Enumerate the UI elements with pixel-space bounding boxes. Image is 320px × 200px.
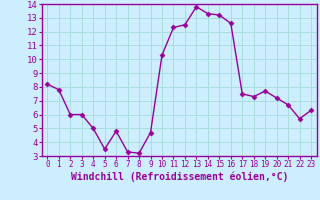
X-axis label: Windchill (Refroidissement éolien,°C): Windchill (Refroidissement éolien,°C): [70, 172, 288, 182]
